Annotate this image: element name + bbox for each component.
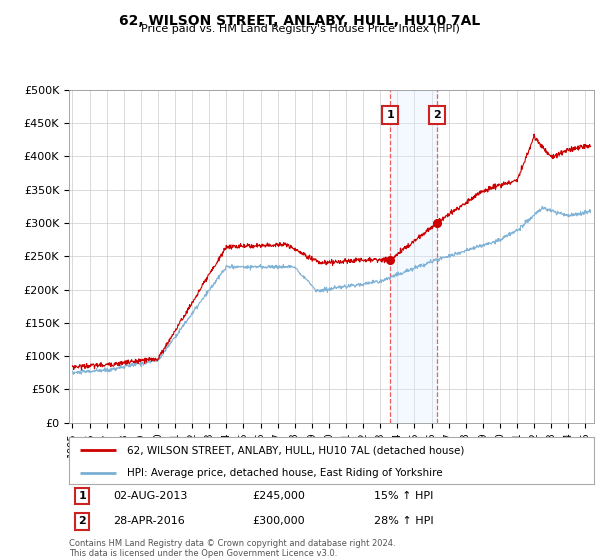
Text: Contains HM Land Registry data © Crown copyright and database right 2024.
This d: Contains HM Land Registry data © Crown c… [69, 539, 395, 558]
Text: HPI: Average price, detached house, East Riding of Yorkshire: HPI: Average price, detached house, East… [127, 468, 442, 478]
Text: 02-AUG-2013: 02-AUG-2013 [113, 491, 188, 501]
Text: 28% ↑ HPI: 28% ↑ HPI [373, 516, 433, 526]
Text: 2: 2 [78, 516, 86, 526]
Text: £245,000: £245,000 [253, 491, 305, 501]
Text: 28-APR-2016: 28-APR-2016 [113, 516, 185, 526]
Text: 1: 1 [78, 491, 86, 501]
Text: 1: 1 [386, 110, 394, 120]
Text: £300,000: £300,000 [253, 516, 305, 526]
Text: Price paid vs. HM Land Registry's House Price Index (HPI): Price paid vs. HM Land Registry's House … [140, 24, 460, 34]
Bar [390, 90, 437, 423]
Text: 15% ↑ HPI: 15% ↑ HPI [373, 491, 433, 501]
Text: 62, WILSON STREET, ANLABY, HULL, HU10 7AL (detached house): 62, WILSON STREET, ANLABY, HULL, HU10 7A… [127, 445, 464, 455]
Text: 62, WILSON STREET, ANLABY, HULL, HU10 7AL: 62, WILSON STREET, ANLABY, HULL, HU10 7A… [119, 14, 481, 28]
Text: 2: 2 [433, 110, 441, 120]
